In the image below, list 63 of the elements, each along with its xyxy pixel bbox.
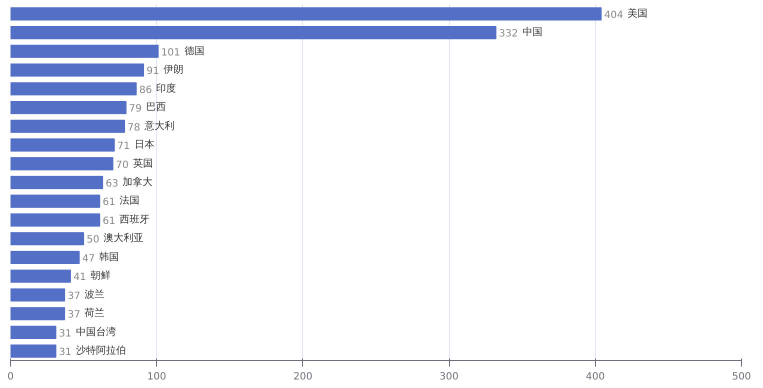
bar bbox=[10, 26, 496, 40]
y-tick-label: 荷兰 bbox=[84, 307, 105, 320]
y-tick-label: 中国台湾 bbox=[76, 326, 116, 338]
x-tick-label: 200 bbox=[293, 372, 312, 382]
bar bbox=[10, 326, 56, 339]
y-tick-label: 波兰 bbox=[84, 288, 105, 300]
x-tick-label: 400 bbox=[586, 372, 605, 382]
y-tick-label: 意大利 bbox=[144, 120, 175, 132]
data-label: 79 bbox=[129, 104, 142, 115]
y-tick-label: 韩国 bbox=[99, 250, 120, 263]
data-label: 31 bbox=[58, 328, 72, 340]
y-tick-label: 中国 bbox=[522, 26, 542, 38]
bar bbox=[10, 250, 80, 264]
y-tick-label: 加拿大 bbox=[122, 176, 153, 188]
bar bbox=[10, 213, 100, 227]
bar bbox=[10, 344, 56, 358]
y-tick-label: 朝鲜 bbox=[90, 270, 110, 282]
x-tick-label: 300 bbox=[440, 372, 459, 382]
data-label: 41 bbox=[73, 272, 86, 284]
bar bbox=[10, 176, 104, 190]
y-tick-label: 德国 bbox=[184, 46, 205, 57]
data-label: 78 bbox=[128, 122, 140, 134]
data-label: 61 bbox=[102, 216, 116, 227]
data-label: 71 bbox=[117, 141, 130, 152]
y-tick-label: 沙特阿拉伯 bbox=[76, 344, 126, 357]
bar bbox=[10, 63, 144, 77]
y-tick-label: 法国 bbox=[120, 194, 140, 207]
bar bbox=[10, 138, 115, 152]
x-tick-label: 100 bbox=[147, 372, 166, 382]
data-label: 404 bbox=[604, 10, 624, 21]
y-tick-label: 西班牙 bbox=[120, 213, 150, 226]
data-label: 86 bbox=[139, 84, 152, 96]
data-label: 47 bbox=[82, 253, 95, 264]
data-label: 61 bbox=[102, 197, 116, 208]
bar bbox=[10, 120, 126, 133]
y-tick-label: 伊朗 bbox=[164, 64, 184, 76]
x-tick-label: 500 bbox=[732, 372, 752, 382]
data-label: 70 bbox=[116, 160, 129, 171]
data-label: 101 bbox=[161, 47, 180, 58]
y-tick-label: 日本 bbox=[134, 138, 154, 151]
y-tick-label: 英国 bbox=[132, 157, 153, 170]
x-tick-label: 0 bbox=[7, 372, 14, 382]
data-label: 332 bbox=[498, 28, 518, 40]
data-label: 91 bbox=[146, 66, 160, 78]
data-label: 37 bbox=[68, 290, 80, 302]
bar bbox=[10, 288, 66, 302]
data-label: 37 bbox=[68, 310, 80, 321]
y-tick-label: 巴西 bbox=[146, 102, 166, 114]
bar bbox=[10, 194, 100, 208]
y-tick-label: 美国 bbox=[628, 7, 648, 20]
bar bbox=[10, 7, 602, 20]
bar bbox=[10, 44, 159, 58]
bar bbox=[10, 100, 126, 114]
data-label: 63 bbox=[106, 178, 118, 190]
bar bbox=[10, 82, 137, 96]
bar bbox=[10, 270, 71, 283]
y-tick-label: 印度 bbox=[156, 82, 176, 94]
data-label: 50 bbox=[86, 234, 100, 246]
y-tick-label: 澳大利亚 bbox=[104, 232, 144, 244]
bar bbox=[10, 307, 66, 320]
bar bbox=[10, 232, 84, 246]
bar bbox=[10, 157, 114, 170]
data-label: 31 bbox=[58, 347, 72, 358]
